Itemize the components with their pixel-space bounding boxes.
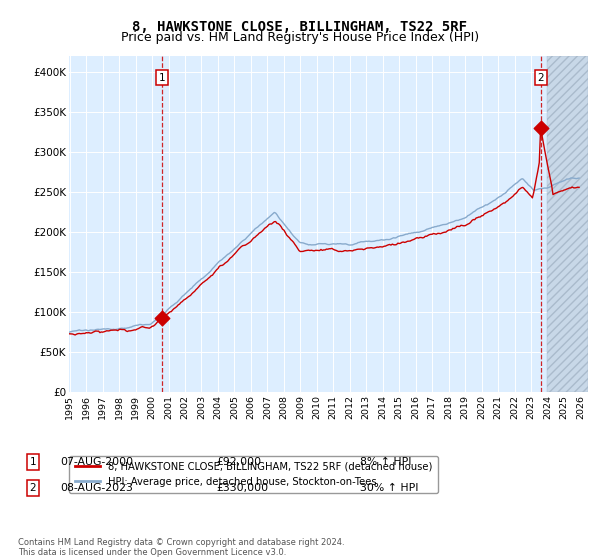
Text: 1: 1 [158,73,165,83]
Text: 08-AUG-2023: 08-AUG-2023 [60,483,133,493]
Text: £92,000: £92,000 [216,457,261,467]
Point [536,124,545,133]
Text: 2: 2 [29,483,37,493]
Point [157,314,166,323]
Text: 07-AUG-2000: 07-AUG-2000 [60,457,133,467]
Text: £330,000: £330,000 [216,483,268,493]
Text: 8, HAWKSTONE CLOSE, BILLINGHAM, TS22 5RF: 8, HAWKSTONE CLOSE, BILLINGHAM, TS22 5RF [133,20,467,34]
Text: Contains HM Land Registry data © Crown copyright and database right 2024.
This d: Contains HM Land Registry data © Crown c… [18,538,344,557]
Text: 8% ↑ HPI: 8% ↑ HPI [360,457,412,467]
Text: 30% ↑ HPI: 30% ↑ HPI [360,483,419,493]
Bar [547,56,588,392]
Text: 2: 2 [538,73,544,83]
Legend: 8, HAWKSTONE CLOSE, BILLINGHAM, TS22 5RF (detached house), HPI: Average price, d: 8, HAWKSTONE CLOSE, BILLINGHAM, TS22 5RF… [69,456,438,493]
Text: 1: 1 [29,457,37,467]
Text: Price paid vs. HM Land Registry's House Price Index (HPI): Price paid vs. HM Land Registry's House … [121,31,479,44]
